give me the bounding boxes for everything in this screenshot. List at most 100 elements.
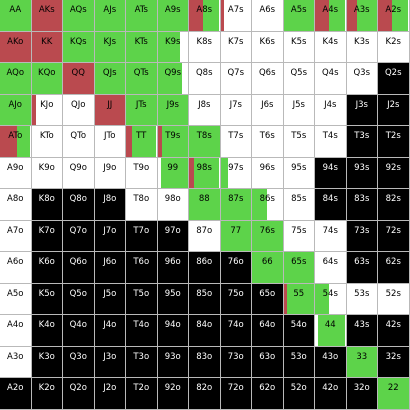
hand-cell[interactable]: A3o — [0, 346, 32, 378]
hand-cell[interactable]: Q9o — [63, 157, 95, 189]
hand-cell[interactable]: 86o — [189, 252, 221, 284]
hand-cell[interactable]: Q8o — [63, 189, 95, 221]
hand-cell[interactable]: 44 — [315, 315, 347, 347]
hand-cell[interactable]: 42o — [315, 378, 347, 410]
hand-cell[interactable]: 82o — [189, 378, 221, 410]
hand-cell[interactable]: 93o — [157, 346, 189, 378]
hand-cell[interactable]: Q5o — [63, 283, 95, 315]
hand-cell[interactable]: T9o — [126, 157, 158, 189]
hand-cell[interactable]: 98s — [189, 157, 221, 189]
hand-cell[interactable]: Q2o — [63, 378, 95, 410]
hand-cell[interactable]: 76s — [252, 220, 284, 252]
hand-cell[interactable]: 96s — [252, 157, 284, 189]
hand-cell[interactable]: 54o — [283, 315, 315, 347]
hand-cell[interactable]: Q3s — [346, 63, 378, 95]
hand-cell[interactable]: 92s — [378, 157, 410, 189]
hand-cell[interactable]: 75s — [283, 220, 315, 252]
hand-cell[interactable]: Q6s — [252, 63, 284, 95]
hand-cell[interactable]: K6s — [252, 31, 284, 63]
hand-cell[interactable]: QTs — [126, 63, 158, 95]
hand-cell[interactable]: 95o — [157, 283, 189, 315]
hand-cell[interactable]: A9s — [157, 0, 189, 32]
hand-cell[interactable]: 64o — [252, 315, 284, 347]
hand-cell[interactable]: J3o — [94, 346, 126, 378]
hand-cell[interactable]: 54s — [315, 283, 347, 315]
hand-cell[interactable]: T8s — [189, 126, 221, 158]
hand-cell[interactable]: A8o — [0, 189, 32, 221]
hand-cell[interactable]: A3s — [346, 0, 378, 32]
hand-cell[interactable]: 87s — [220, 189, 252, 221]
hand-cell[interactable]: 62s — [378, 252, 410, 284]
hand-cell[interactable]: 53s — [346, 283, 378, 315]
hand-cell[interactable]: K8o — [31, 189, 63, 221]
hand-cell[interactable]: T7s — [220, 126, 252, 158]
hand-cell[interactable]: Q4s — [315, 63, 347, 95]
hand-cell[interactable]: K4s — [315, 31, 347, 63]
hand-cell[interactable]: KTo — [31, 126, 63, 158]
hand-cell[interactable]: KQo — [31, 63, 63, 95]
hand-cell[interactable]: 96o — [157, 252, 189, 284]
hand-cell[interactable]: ATs — [126, 0, 158, 32]
hand-cell[interactable]: A2s — [378, 0, 410, 32]
hand-cell[interactable]: 73o — [220, 346, 252, 378]
hand-cell[interactable]: AQo — [0, 63, 32, 95]
hand-cell[interactable]: 63o — [252, 346, 284, 378]
hand-cell[interactable]: Q2s — [378, 63, 410, 95]
hand-cell[interactable]: J8s — [189, 94, 221, 126]
hand-cell[interactable]: 43o — [315, 346, 347, 378]
hand-cell[interactable]: T9s — [157, 126, 189, 158]
hand-cell[interactable]: K7o — [31, 220, 63, 252]
hand-cell[interactable]: Q7o — [63, 220, 95, 252]
hand-cell[interactable]: 93s — [346, 157, 378, 189]
hand-cell[interactable]: KQs — [63, 31, 95, 63]
hand-cell[interactable]: 94o — [157, 315, 189, 347]
hand-cell[interactable]: K8s — [189, 31, 221, 63]
hand-cell[interactable]: K2s — [378, 31, 410, 63]
hand-cell[interactable]: J8o — [94, 189, 126, 221]
hand-cell[interactable]: A9o — [0, 157, 32, 189]
hand-cell[interactable]: 85o — [189, 283, 221, 315]
hand-cell[interactable]: 52o — [283, 378, 315, 410]
hand-cell[interactable]: 75o — [220, 283, 252, 315]
hand-cell[interactable]: J4o — [94, 315, 126, 347]
hand-cell[interactable]: K3o — [31, 346, 63, 378]
hand-cell[interactable]: AKs — [31, 0, 63, 32]
hand-cell[interactable]: T5s — [283, 126, 315, 158]
hand-cell[interactable]: 84o — [189, 315, 221, 347]
hand-cell[interactable]: 55 — [283, 283, 315, 315]
hand-cell[interactable]: J4s — [315, 94, 347, 126]
hand-cell[interactable]: T8o — [126, 189, 158, 221]
hand-cell[interactable]: T3o — [126, 346, 158, 378]
hand-cell[interactable]: 72o — [220, 378, 252, 410]
hand-cell[interactable]: 73s — [346, 220, 378, 252]
hand-cell[interactable]: A6s — [252, 0, 284, 32]
hand-cell[interactable]: 85s — [283, 189, 315, 221]
hand-cell[interactable]: 88 — [189, 189, 221, 221]
hand-cell[interactable]: Q7s — [220, 63, 252, 95]
hand-cell[interactable]: 98o — [157, 189, 189, 221]
hand-cell[interactable]: 87o — [189, 220, 221, 252]
hand-cell[interactable]: QJs — [94, 63, 126, 95]
hand-cell[interactable]: T3s — [346, 126, 378, 158]
hand-cell[interactable]: 63s — [346, 252, 378, 284]
hand-cell[interactable]: ATo — [0, 126, 32, 158]
hand-cell[interactable]: T6o — [126, 252, 158, 284]
hand-cell[interactable]: 95s — [283, 157, 315, 189]
hand-cell[interactable]: JTs — [126, 94, 158, 126]
hand-cell[interactable]: A4s — [315, 0, 347, 32]
hand-cell[interactable]: A8s — [189, 0, 221, 32]
hand-cell[interactable]: 84s — [315, 189, 347, 221]
hand-cell[interactable]: A4o — [0, 315, 32, 347]
hand-cell[interactable]: JJ — [94, 94, 126, 126]
hand-cell[interactable]: K4o — [31, 315, 63, 347]
hand-cell[interactable]: JTo — [94, 126, 126, 158]
hand-cell[interactable]: J6s — [252, 94, 284, 126]
hand-cell[interactable]: T4s — [315, 126, 347, 158]
hand-cell[interactable]: KK — [31, 31, 63, 63]
hand-cell[interactable]: 74s — [315, 220, 347, 252]
hand-cell[interactable]: Q8s — [189, 63, 221, 95]
hand-cell[interactable]: 52s — [378, 283, 410, 315]
hand-cell[interactable]: QQ — [63, 63, 95, 95]
hand-cell[interactable]: A7o — [0, 220, 32, 252]
hand-cell[interactable]: 83s — [346, 189, 378, 221]
